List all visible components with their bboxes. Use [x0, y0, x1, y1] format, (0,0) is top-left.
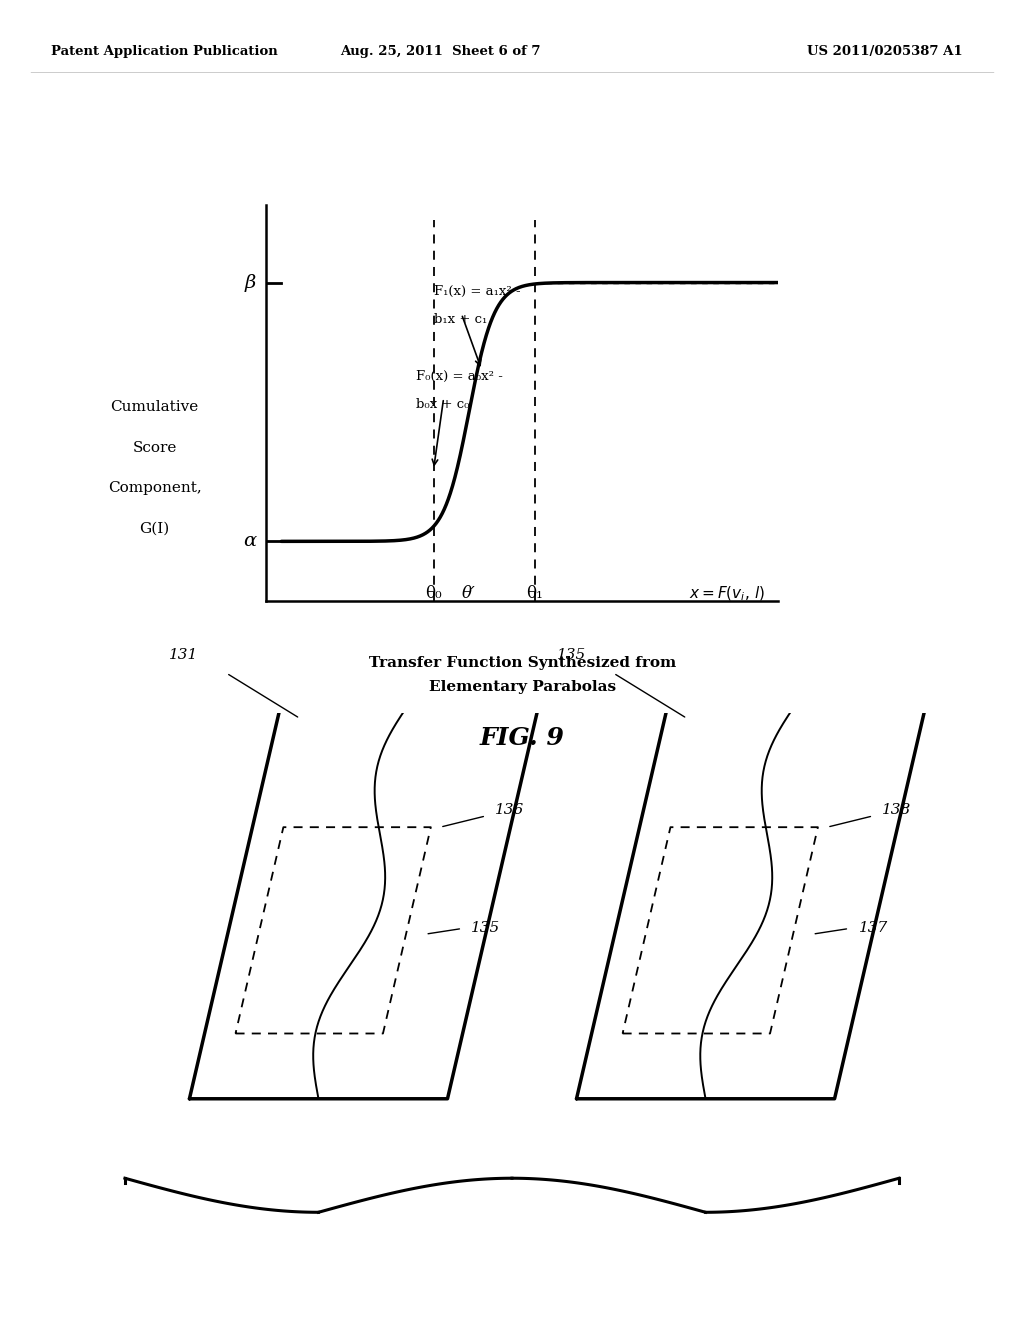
Text: Elementary Parabolas: Elementary Parabolas: [429, 680, 615, 694]
Text: θ₀: θ₀: [425, 585, 441, 602]
Text: Component,: Component,: [108, 482, 202, 495]
Text: β: β: [245, 273, 256, 292]
Text: b₁x + c₁: b₁x + c₁: [433, 313, 486, 326]
Text: F₁(x) = a₁x² -: F₁(x) = a₁x² -: [433, 285, 520, 298]
Text: 135: 135: [471, 921, 501, 936]
Text: F₀(x) = a₀x² -: F₀(x) = a₀x² -: [416, 370, 503, 383]
Text: Patent Application Publication: Patent Application Publication: [51, 45, 278, 58]
Text: 138: 138: [883, 803, 911, 817]
Text: Aug. 25, 2011  Sheet 6 of 7: Aug. 25, 2011 Sheet 6 of 7: [340, 45, 541, 58]
Text: 135: 135: [556, 648, 586, 661]
Text: G(I): G(I): [139, 521, 170, 536]
Text: Transfer Function Synthesized from: Transfer Function Synthesized from: [369, 656, 676, 671]
Text: FIG. 9: FIG. 9: [480, 726, 564, 750]
Text: 137: 137: [858, 921, 888, 936]
Text: θ₁: θ₁: [526, 585, 544, 602]
Text: θ′: θ′: [462, 585, 476, 602]
Text: Score: Score: [132, 441, 177, 455]
Text: US 2011/0205387 A1: US 2011/0205387 A1: [807, 45, 963, 58]
Text: α: α: [243, 532, 256, 550]
Text: 136: 136: [496, 803, 524, 817]
Text: Cumulative: Cumulative: [111, 400, 199, 414]
Text: 131: 131: [169, 648, 199, 661]
Text: $x = F(v_i,\,l)$: $x = F(v_i,\,l)$: [689, 585, 766, 603]
Text: b₀x + c₀: b₀x + c₀: [416, 397, 469, 411]
